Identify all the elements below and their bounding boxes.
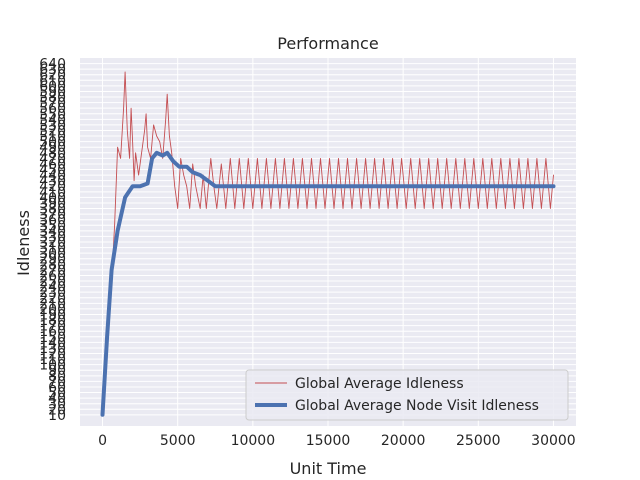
y-tick-label: 630	[39, 62, 66, 78]
y-tick-label: 300	[39, 246, 66, 262]
legend-label-1: Global Average Idleness	[295, 376, 464, 392]
y-tick-label: 440	[39, 168, 66, 184]
y-tick-label: 120	[39, 347, 66, 363]
x-tick-label: 10000	[231, 433, 276, 449]
legend-label-2: Global Average Node Visit Idleness	[295, 398, 539, 414]
y-tick-label: 420	[39, 179, 66, 195]
y-tick-label: 490	[39, 140, 66, 156]
y-tick-label: 20	[48, 402, 66, 418]
y-tick-label: 610	[39, 73, 66, 89]
y-tick-label: 250	[39, 274, 66, 290]
y-tick-label: 340	[39, 224, 66, 240]
y-tick-label: 360	[39, 213, 66, 229]
x-tick-label: 15000	[306, 433, 351, 449]
y-tick-label: 370	[39, 207, 66, 223]
y-tick-label: 140	[39, 335, 66, 351]
y-tick-label: 450	[39, 163, 66, 179]
y-tick-label: 100	[39, 358, 66, 374]
y-tick-label: 580	[39, 90, 66, 106]
y-tick-label: 520	[39, 123, 66, 139]
y-tick-label: 590	[39, 84, 66, 100]
y-tick-label: 540	[39, 112, 66, 128]
y-tick-label: 180	[39, 313, 66, 329]
y-tick-label: 270	[39, 263, 66, 279]
y-tick-label: 620	[39, 68, 66, 84]
y-tick-label: 550	[39, 107, 66, 123]
y-tick-label: 640	[39, 57, 66, 73]
y-tick-label: 110	[39, 352, 66, 368]
series-line-2	[100, 150, 556, 417]
series-line-1	[102, 71, 554, 416]
y-tick-label: 330	[39, 229, 66, 245]
y-tick-label: 470	[39, 151, 66, 167]
y-axis-label: Idleness	[14, 210, 33, 276]
legend: Global Average Idleness Global Average No…	[245, 369, 569, 421]
y-tick-label: 410	[39, 185, 66, 201]
y-tick-label: 480	[39, 146, 66, 162]
y-tick-label: 40	[48, 391, 66, 407]
y-tick-label: 390	[39, 196, 66, 212]
y-tick-label: 600	[39, 79, 66, 95]
legend-box	[245, 369, 569, 421]
y-tick-label: 150	[39, 330, 66, 346]
y-tick-label: 380	[39, 202, 66, 218]
y-tick-label: 60	[48, 380, 66, 396]
x-tick-labels: 0 5000 10000 15000 20000 25000 30000	[98, 433, 576, 449]
y-tick-label: 560	[39, 101, 66, 117]
y-tick-label: 50	[48, 386, 66, 402]
x-axis-label: Unit Time	[290, 459, 367, 478]
y-tick-label: 240	[39, 280, 66, 296]
y-tick-label: 170	[39, 319, 66, 335]
y-tick-label: 70	[48, 374, 66, 390]
y-tick-label: 230	[39, 285, 66, 301]
y-tick-label: 570	[39, 96, 66, 112]
y-tick-label: 280	[39, 257, 66, 273]
y-tick-labels: 1020304050607080901001101201301401501601…	[39, 57, 66, 424]
y-tick-label: 200	[39, 302, 66, 318]
chart-title: Performance	[277, 34, 378, 53]
y-tick-label: 190	[39, 307, 66, 323]
y-tick-label: 500	[39, 135, 66, 151]
y-tick-label: 400	[39, 190, 66, 206]
y-tick-label: 10	[48, 408, 66, 424]
y-tick-label: 80	[48, 369, 66, 385]
y-tick-label: 30	[48, 397, 66, 413]
y-tick-label: 210	[39, 296, 66, 312]
y-tick-label: 260	[39, 268, 66, 284]
y-tick-label: 160	[39, 324, 66, 340]
x-tick-label: 5000	[160, 433, 196, 449]
y-tick-label: 460	[39, 157, 66, 173]
x-tick-label: 0	[98, 433, 107, 449]
y-tick-label: 220	[39, 291, 66, 307]
y-tick-label: 530	[39, 118, 66, 134]
x-tick-label: 25000	[456, 433, 501, 449]
y-tick-label: 130	[39, 341, 66, 357]
y-tick-label: 90	[48, 363, 66, 379]
y-tick-label: 430	[39, 174, 66, 190]
x-tick-label: 30000	[531, 433, 576, 449]
y-tick-label: 310	[39, 241, 66, 257]
y-tick-label: 510	[39, 129, 66, 145]
y-tick-label: 350	[39, 218, 66, 234]
y-tick-label: 290	[39, 252, 66, 268]
y-tick-label: 320	[39, 235, 66, 251]
series-layer	[100, 71, 556, 417]
x-tick-label: 20000	[381, 433, 426, 449]
